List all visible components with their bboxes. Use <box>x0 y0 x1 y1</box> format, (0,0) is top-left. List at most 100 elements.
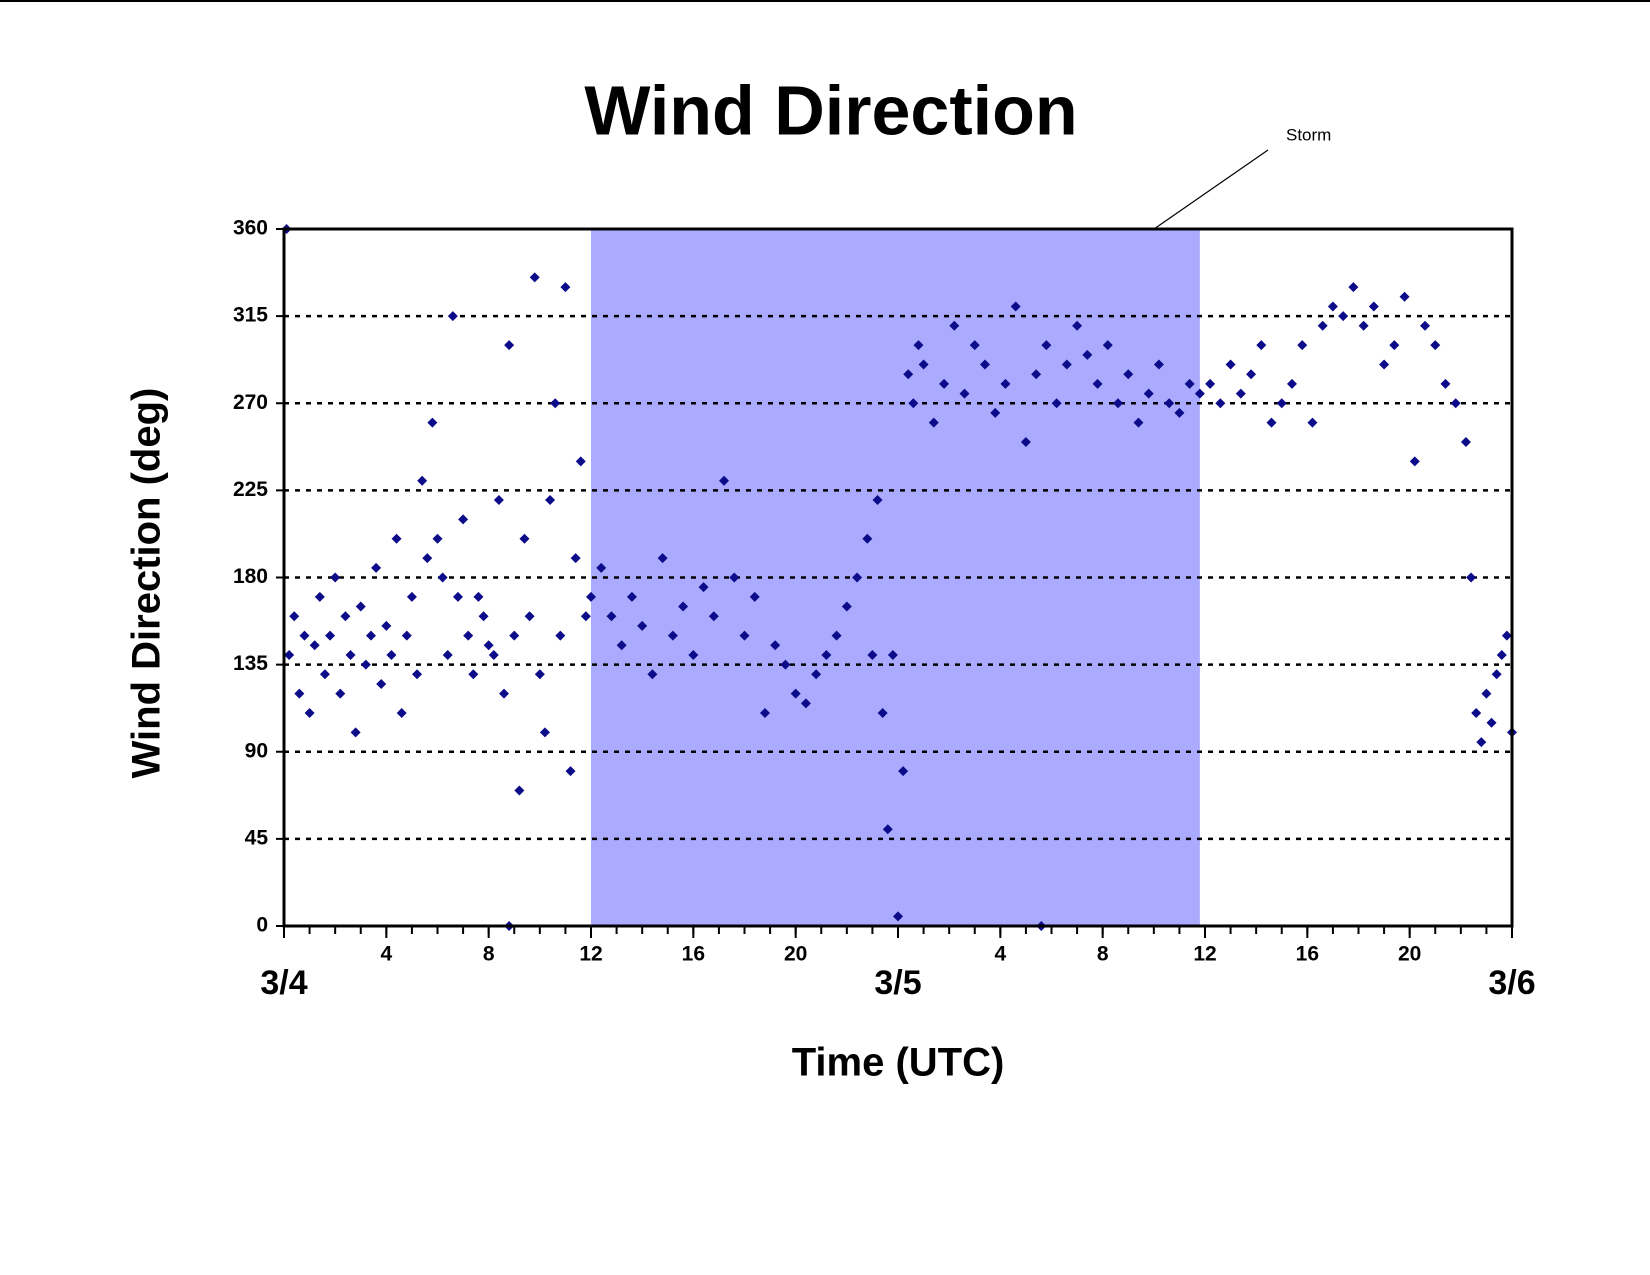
data-point <box>289 611 300 622</box>
data-point <box>1440 378 1451 389</box>
data-point <box>657 553 668 564</box>
data-point <box>468 669 479 680</box>
data-point <box>376 678 387 689</box>
data-point <box>893 911 903 922</box>
data-point <box>867 649 878 660</box>
axes-layer: Storm 0 45 90 135 180 225 270 315 360 3/4 4 8 12 16 20 3… <box>233 125 1536 1002</box>
data-point <box>386 649 397 660</box>
data-point <box>432 533 443 544</box>
data-point <box>729 572 740 583</box>
data-point <box>928 417 939 428</box>
data-point <box>437 572 448 583</box>
data-point <box>1327 301 1338 312</box>
data-point <box>555 630 566 641</box>
data-point <box>565 766 576 777</box>
data-point <box>678 601 689 612</box>
data-point <box>1501 630 1512 641</box>
data-point <box>1399 291 1410 302</box>
y-tick-label: 90 <box>245 739 268 762</box>
data-point <box>1246 369 1257 380</box>
data-point <box>545 495 556 506</box>
data-point <box>831 630 842 641</box>
data-point <box>330 572 341 583</box>
data-point <box>698 582 709 593</box>
y-tick-label: 180 <box>233 565 268 588</box>
data-point <box>575 456 586 467</box>
data-point <box>739 630 750 641</box>
data-point <box>1450 398 1461 409</box>
storm-label: Storm <box>1286 125 1331 144</box>
x-tick-label: 16 <box>1296 943 1319 966</box>
data-point <box>1286 378 1297 389</box>
data-point <box>790 688 801 699</box>
data-point <box>1420 320 1431 331</box>
data-point <box>1072 320 1083 331</box>
data-point <box>294 688 305 699</box>
data-point <box>314 591 325 602</box>
data-point <box>570 553 581 564</box>
data-point <box>759 708 770 719</box>
data-point <box>918 359 929 370</box>
data-point <box>1266 417 1277 428</box>
y-tick-label: 225 <box>233 478 268 501</box>
data-point <box>1389 340 1400 351</box>
data-point <box>1486 717 1497 728</box>
data-point <box>1000 378 1011 389</box>
data-point <box>882 824 893 835</box>
data-point <box>1476 737 1487 748</box>
data-point <box>872 495 883 506</box>
data-point <box>1225 359 1236 370</box>
data-point <box>1460 436 1471 447</box>
data-point <box>1061 359 1072 370</box>
data-point <box>1338 311 1349 322</box>
data-point <box>406 591 417 602</box>
data-point <box>688 649 699 660</box>
data-point <box>1020 436 1031 447</box>
data-point <box>841 601 852 612</box>
data-point <box>852 572 863 583</box>
data-point <box>719 475 730 486</box>
data-point <box>637 620 648 631</box>
data-point <box>1256 340 1267 351</box>
data-point <box>350 727 361 738</box>
data-point <box>821 649 832 660</box>
data-point <box>355 601 366 612</box>
data-point <box>1164 398 1175 409</box>
data-point <box>596 562 607 573</box>
data-point <box>616 640 627 651</box>
data-point <box>560 282 571 293</box>
y-tick-label: 135 <box>233 652 268 675</box>
data-point <box>422 553 433 564</box>
data-point <box>1481 688 1492 699</box>
data-point <box>949 320 960 331</box>
data-point <box>969 340 980 351</box>
data-point <box>908 398 919 409</box>
data-point <box>800 698 811 709</box>
data-point <box>284 649 295 660</box>
storm-leader <box>1153 149 1269 230</box>
data-point <box>811 669 822 680</box>
data-point <box>626 591 637 602</box>
data-point <box>1235 388 1246 399</box>
data-point <box>534 669 545 680</box>
data-point <box>488 649 499 660</box>
data-point <box>887 649 898 660</box>
data-point <box>340 611 351 622</box>
data-point <box>979 359 990 370</box>
data-point <box>1297 340 1308 351</box>
data-point <box>365 630 376 641</box>
data-point <box>304 708 315 719</box>
data-point <box>427 417 438 428</box>
y-tick-label: 45 <box>245 826 269 849</box>
data-point <box>1276 398 1287 409</box>
y-axis-label: Wind Direction (deg) <box>125 388 169 779</box>
data-point <box>325 630 336 641</box>
data-point <box>509 630 520 641</box>
data-point <box>514 785 525 796</box>
plot-frame <box>282 227 1514 928</box>
data-point <box>1348 282 1359 293</box>
data-point <box>780 659 791 670</box>
data-point <box>417 475 428 486</box>
data-point <box>1409 456 1420 467</box>
